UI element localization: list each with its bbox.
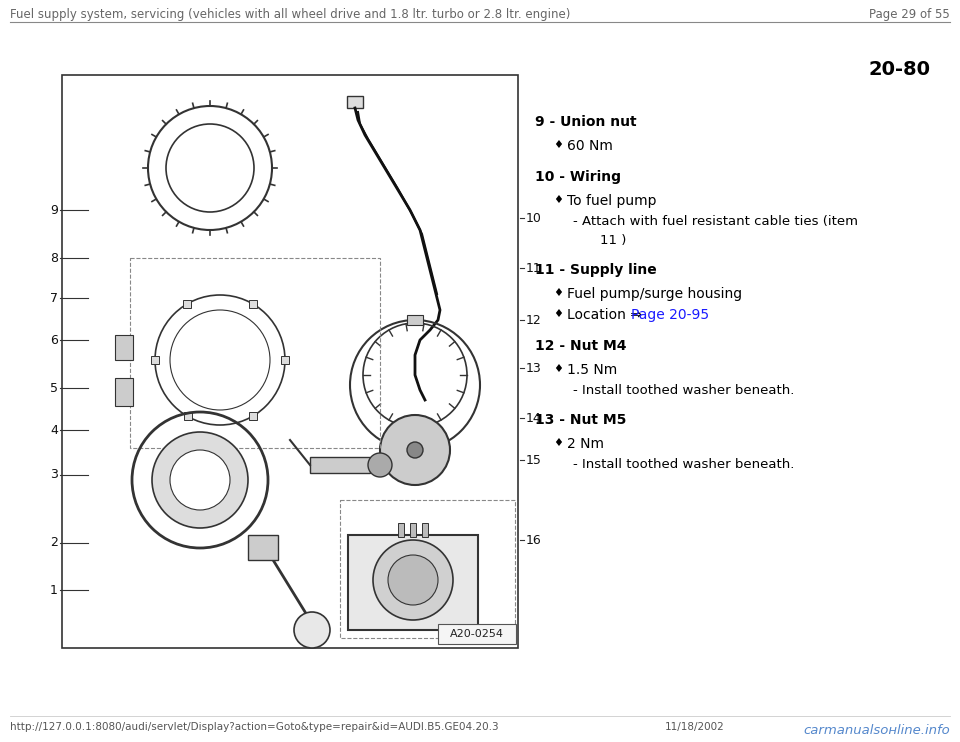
Bar (340, 500, 515, 638)
Circle shape (368, 453, 392, 477)
Bar (183, 413, 191, 420)
Text: 2: 2 (50, 536, 58, 550)
Bar (249, 413, 256, 420)
Text: http://127.0.0.1:8080/audi/servlet/Display?action=Goto&type=repair&id=AUDI.B5.GE: http://127.0.0.1:8080/audi/servlet/Displ… (10, 722, 498, 732)
Text: 1.5 Nm: 1.5 Nm (567, 363, 617, 377)
Bar (438, 624, 516, 644)
Text: carmanualsонline.info: carmanualsонline.info (804, 724, 950, 737)
Bar (183, 300, 191, 308)
Text: 16: 16 (526, 533, 541, 547)
Text: Fuel supply system, servicing (vehicles with all wheel drive and 1.8 ltr. turbo : Fuel supply system, servicing (vehicles … (10, 8, 570, 21)
Text: 60 Nm: 60 Nm (567, 139, 612, 153)
Bar (62, 75, 518, 648)
Circle shape (152, 432, 248, 528)
Circle shape (373, 540, 453, 620)
Text: 2 Nm: 2 Nm (567, 437, 604, 451)
Text: 12 - Nut M4: 12 - Nut M4 (535, 339, 627, 353)
Bar (249, 300, 256, 308)
Text: 5: 5 (50, 381, 58, 395)
Bar (347, 96, 363, 108)
Circle shape (388, 555, 438, 605)
Text: 12: 12 (526, 314, 541, 326)
Bar (281, 356, 289, 364)
Bar (410, 523, 416, 537)
Text: Fuel pump/surge housing: Fuel pump/surge housing (567, 287, 742, 301)
Text: 9: 9 (50, 203, 58, 217)
Circle shape (170, 450, 230, 510)
Text: 10 - Wiring: 10 - Wiring (535, 170, 621, 184)
Text: 8: 8 (50, 252, 58, 264)
Text: 3: 3 (50, 468, 58, 482)
Text: 1: 1 (50, 583, 58, 597)
Text: 4: 4 (50, 424, 58, 436)
Text: 20-80: 20-80 (868, 60, 930, 79)
Text: ♦: ♦ (553, 438, 563, 448)
Bar (115, 335, 133, 360)
Text: ♦: ♦ (553, 288, 563, 298)
Bar (348, 535, 478, 630)
Text: 11: 11 (526, 261, 541, 275)
Text: - Install toothed washer beneath.: - Install toothed washer beneath. (573, 458, 794, 471)
Text: ♦: ♦ (553, 364, 563, 374)
Text: ♦: ♦ (553, 309, 563, 319)
Bar (422, 523, 428, 537)
Text: 15: 15 (526, 453, 541, 467)
Text: A20-0254: A20-0254 (450, 629, 504, 639)
Text: 11/18/2002: 11/18/2002 (665, 722, 725, 732)
Text: 13 - Nut M5: 13 - Nut M5 (535, 413, 626, 427)
Text: 14: 14 (526, 412, 541, 424)
Text: ♦: ♦ (553, 195, 563, 205)
Text: 13: 13 (526, 361, 541, 375)
Text: - Install toothed washer beneath.: - Install toothed washer beneath. (573, 384, 794, 397)
Text: 11 ): 11 ) (583, 234, 626, 247)
Text: 9 - Union nut: 9 - Union nut (535, 115, 636, 129)
Text: 10: 10 (526, 211, 541, 225)
Bar (310, 457, 370, 473)
Text: 6: 6 (50, 333, 58, 347)
Circle shape (380, 415, 450, 485)
Bar (151, 356, 159, 364)
Text: Page 29 of 55: Page 29 of 55 (869, 8, 950, 21)
Text: Page 20-95: Page 20-95 (631, 308, 708, 322)
Bar (398, 523, 404, 537)
Bar (115, 378, 133, 406)
Circle shape (407, 442, 423, 458)
Text: - Attach with fuel resistant cable ties (item: - Attach with fuel resistant cable ties … (573, 215, 858, 228)
Circle shape (294, 612, 330, 648)
Text: ♦: ♦ (553, 140, 563, 150)
Bar (407, 315, 423, 325)
Text: Location ⇒: Location ⇒ (567, 308, 646, 322)
Bar (248, 535, 278, 560)
Text: 11 - Supply line: 11 - Supply line (535, 263, 657, 277)
Text: To fuel pump: To fuel pump (567, 194, 657, 208)
Text: 7: 7 (50, 292, 58, 304)
Bar (130, 258, 380, 448)
